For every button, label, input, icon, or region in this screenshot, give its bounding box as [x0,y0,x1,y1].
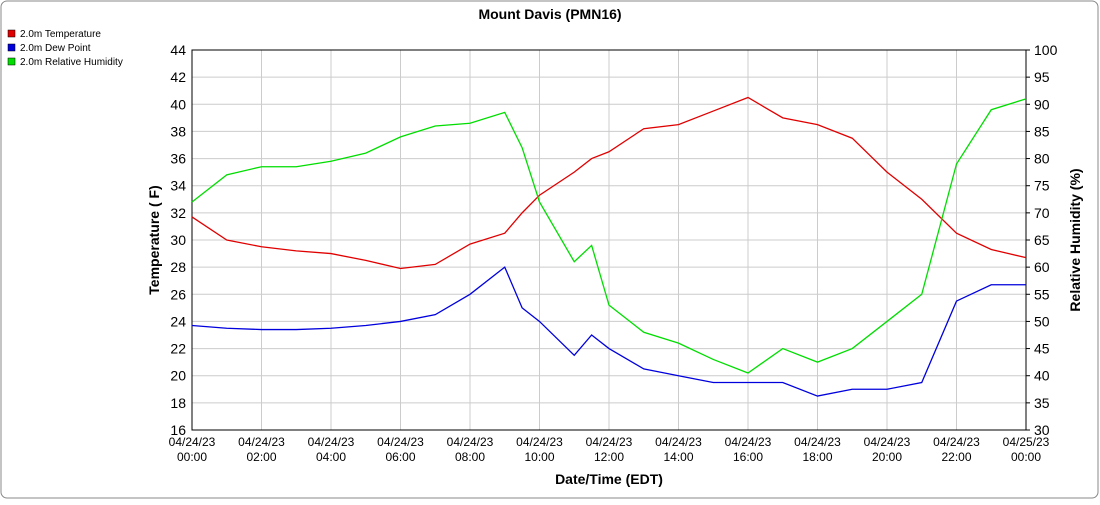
y2-tick-label: 100 [1034,42,1058,58]
y-tick-label: 34 [170,178,186,194]
y2-tick-label: 60 [1034,259,1050,275]
y-tick-label: 22 [170,341,186,357]
y-tick-label: 38 [170,123,186,139]
series-line [191,96,1027,270]
y2-axis-label: Relative Humidity (%) [1067,168,1083,311]
x-tick-label: 04/24/23 20:00 [864,435,911,464]
y2-tick-label: 75 [1034,178,1050,194]
x-tick-label: 04/24/23 14:00 [655,435,702,464]
y2-tick-label: 70 [1034,205,1050,221]
y-tick-label: 20 [170,368,186,384]
y-tick-label: 18 [170,395,186,411]
y-tick-label: 40 [170,96,186,112]
y2-tick-label: 50 [1034,313,1050,329]
y2-tick-label: 55 [1034,286,1050,302]
x-tick-label: 04/24/23 22:00 [933,435,980,464]
legend-label: 2.0m Temperature [20,29,101,40]
x-axis-label: Date/Time (EDT) [555,471,663,487]
y-tick-label: 30 [170,232,186,248]
x-tick-label: 04/24/23 16:00 [725,435,772,464]
y-tick-label: 28 [170,259,186,275]
chart-title: Mount Davis (PMN16) [478,6,621,22]
y-tick-label: 44 [170,42,186,58]
y-tick-label: 42 [170,69,186,85]
legend-swatch [7,57,16,66]
series-line [191,98,1027,374]
x-tick-label: 04/25/23 00:00 [1003,435,1050,464]
legend-label: 2.0m Relative Humidity [20,57,123,68]
y2-tick-label: 80 [1034,151,1050,167]
y2-tick-label: 45 [1034,341,1050,357]
x-tick-label: 04/24/23 18:00 [794,435,841,464]
x-tick-label: 04/24/23 06:00 [377,435,424,464]
x-tick-label: 04/24/23 08:00 [447,435,494,464]
legend-swatch [7,43,16,52]
y2-tick-label: 85 [1034,123,1050,139]
series-line [191,266,1026,397]
y2-tick-label: 30 [1034,422,1050,438]
x-tick-label: 04/24/23 02:00 [238,435,285,464]
x-tick-label: 04/24/23 10:00 [516,435,563,464]
legend-swatch [7,29,16,38]
y2-tick-label: 40 [1034,368,1050,384]
plot-border [191,49,1027,431]
legend-label: 2.0m Dew Point [20,43,91,54]
x-tick-label: 04/24/23 12:00 [586,435,633,464]
y2-tick-label: 35 [1034,395,1050,411]
y-tick-label: 16 [170,422,186,438]
x-tick-label: 04/24/23 04:00 [308,435,355,464]
y-tick-label: 36 [170,151,186,167]
y2-tick-label: 90 [1034,96,1050,112]
x-tick-label: 04/24/23 00:00 [169,435,216,464]
y2-tick-label: 65 [1034,232,1050,248]
y-tick-label: 24 [170,313,186,329]
y-tick-label: 26 [170,286,186,302]
y-axis-label: Temperature ( F) [146,185,162,294]
y2-tick-label: 95 [1034,69,1050,85]
y-tick-label: 32 [170,205,186,221]
